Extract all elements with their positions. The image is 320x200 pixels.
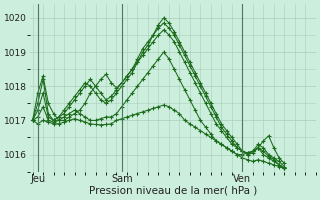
X-axis label: Pression niveau de la mer( hPa ): Pression niveau de la mer( hPa ) (89, 186, 257, 196)
